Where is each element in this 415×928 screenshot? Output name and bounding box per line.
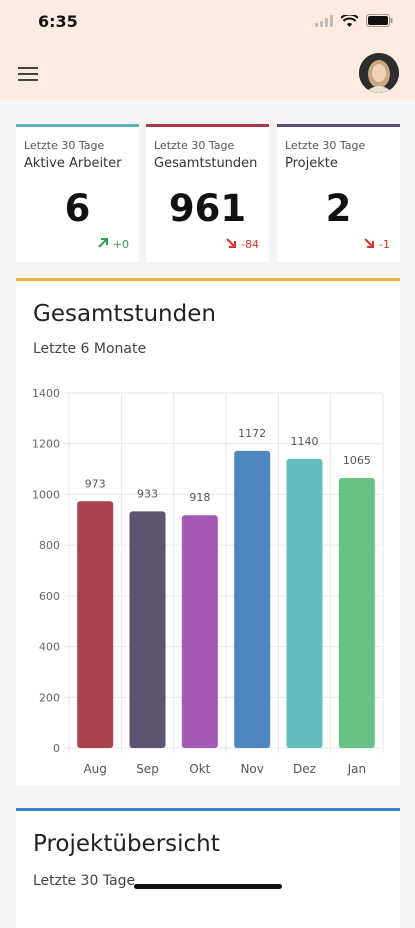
chart-title: Gesamtstunden	[33, 301, 216, 327]
project-overview-title: Projektübersicht	[33, 831, 220, 857]
stat-delta-value: +0	[112, 238, 129, 251]
stat-caption: Letzte 30 Tage	[24, 139, 105, 152]
x-tick-label: Sep	[136, 762, 159, 776]
project-overview-card: Projektübersicht Letzte 30 Tage	[16, 808, 400, 928]
stat-value: 2	[325, 187, 352, 230]
y-tick-label: 800	[39, 539, 60, 552]
stat-title: Projekte	[285, 156, 338, 171]
x-tick-label: Nov	[240, 762, 263, 776]
stat-caption: Letzte 30 Tage	[285, 139, 366, 152]
bar	[338, 477, 375, 748]
y-tick-label: 0	[53, 742, 60, 755]
data-label: 1065	[343, 454, 371, 467]
data-label: 973	[85, 477, 106, 490]
project-overview-subtitle: Letzte 30 Tage	[33, 873, 136, 889]
user-avatar[interactable]	[359, 53, 399, 93]
stats-row: Letzte 30 Tage Aktive Arbeiter 6 +0 Letzte 3…	[16, 124, 400, 262]
bar	[234, 450, 271, 748]
data-label: 918	[189, 491, 210, 504]
y-tick-label: 1200	[32, 438, 60, 451]
status-icons	[315, 14, 393, 27]
avatar-image	[359, 53, 399, 93]
stat-delta-value: -1	[379, 238, 390, 251]
stat-delta: -84	[225, 237, 259, 252]
stat-title: Gesamtstunden	[154, 156, 258, 171]
bar	[181, 515, 218, 748]
trend-up-icon	[97, 237, 109, 252]
y-tick-label: 200	[39, 691, 60, 704]
signal-icon	[315, 14, 333, 27]
hours-chart-card: Gesamtstunden Letzte 6 Monate 0 200 400 600…	[16, 278, 400, 786]
x-tick-label: Dez	[293, 762, 316, 776]
bar	[286, 458, 323, 748]
battery-icon	[366, 14, 393, 27]
data-label: 1140	[291, 435, 319, 448]
y-tick-label: 1000	[32, 488, 60, 501]
stat-card[interactable]: Letzte 30 Tage Projekte 2 -1	[277, 124, 400, 262]
wifi-icon	[341, 14, 358, 27]
data-label: 933	[137, 487, 158, 500]
bar	[129, 511, 166, 748]
stat-value: 961	[168, 187, 247, 230]
stat-delta-value: -84	[241, 238, 259, 251]
stat-card[interactable]: Letzte 30 Tage Aktive Arbeiter 6 +0	[16, 124, 139, 262]
y-tick-label: 400	[39, 641, 60, 654]
home-indicator	[134, 884, 282, 889]
y-tick-label: 1400	[32, 387, 60, 400]
trend-down-icon	[225, 237, 237, 252]
app-bar	[0, 48, 415, 100]
status-bar: 6:35	[0, 0, 415, 48]
x-tick-label: Jan	[347, 762, 367, 776]
hamburger-menu-icon[interactable]	[18, 67, 38, 81]
stat-value: 6	[64, 187, 91, 230]
stat-title: Aktive Arbeiter	[24, 156, 122, 171]
y-tick-label: 600	[39, 590, 60, 603]
stat-delta: +0	[97, 237, 129, 252]
bar	[77, 501, 114, 748]
chart-subtitle: Letzte 6 Monate	[33, 341, 147, 357]
bar-chart: 0 200 400 600 800 1000 1200 1400 973 Aug 933 Sep 918…	[32, 387, 384, 776]
x-tick-label: Okt	[189, 762, 210, 776]
stat-delta: -1	[363, 237, 390, 252]
status-time: 6:35	[38, 12, 78, 31]
trend-down-icon	[363, 237, 375, 252]
data-label: 1172	[238, 427, 266, 440]
stat-card[interactable]: Letzte 30 Tage Gesamtstunden 961 -84	[146, 124, 269, 262]
x-tick-label: Aug	[83, 762, 106, 776]
stat-caption: Letzte 30 Tage	[154, 139, 235, 152]
